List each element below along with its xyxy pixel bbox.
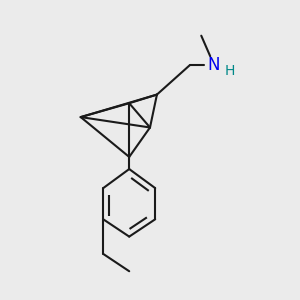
Text: N: N bbox=[208, 56, 220, 74]
Text: H: H bbox=[224, 64, 235, 78]
